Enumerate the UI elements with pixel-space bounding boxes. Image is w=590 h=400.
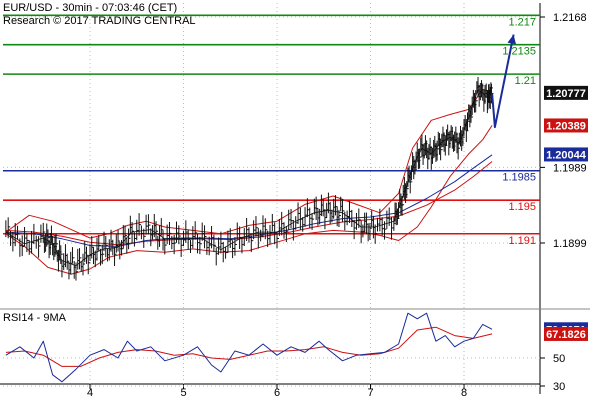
y-tick-label: 1.1899 — [553, 238, 587, 250]
rsi-title: RSI14 - 9MA — [3, 312, 67, 324]
pivot-label: 1.1985 — [502, 172, 536, 184]
rsi-ma-label: 67.1826 — [546, 329, 586, 341]
rsi-tick-label: 30 — [553, 381, 565, 393]
rsi-ma-line — [5, 326, 493, 367]
pivot-label: 1.20044 — [546, 149, 587, 161]
x-tick-label: 5 — [181, 387, 187, 399]
chart-title: EUR/USD - 30min - 07:03:46 (CET) — [3, 2, 178, 14]
forecast-arrow-line — [491, 34, 515, 129]
resistance-label: 1.2135 — [502, 46, 536, 58]
resistance-label: 1.217 — [508, 16, 536, 28]
y-tick-label: 1.2168 — [553, 12, 587, 24]
rsi-line — [5, 312, 493, 383]
band-upper-label: 1.20389 — [546, 120, 586, 132]
x-tick-label: 8 — [461, 387, 467, 399]
x-tick-label: 4 — [87, 387, 93, 399]
x-tick-label: 7 — [368, 387, 374, 399]
support-label: 1.191 — [508, 235, 536, 247]
rsi-ma-badge — [544, 326, 588, 341]
resistance-label: 1.21 — [515, 75, 536, 87]
last-price-badge — [544, 85, 588, 100]
y-tick-label: 1.1989 — [553, 162, 587, 174]
rsi-tick-label: 50 — [553, 353, 565, 365]
band-upper-badge — [544, 118, 588, 133]
price-bars — [5, 76, 494, 281]
last-price-label: 1.20777 — [546, 88, 586, 100]
pivot-badge — [544, 147, 588, 162]
copyright-text: Research © 2017 TRADING CENTRAL — [3, 15, 196, 27]
forecast-arrow-head — [507, 34, 517, 45]
price-close-line — [5, 88, 493, 267]
support-label: 1.195 — [508, 201, 536, 213]
x-tick-label: 6 — [274, 387, 280, 399]
